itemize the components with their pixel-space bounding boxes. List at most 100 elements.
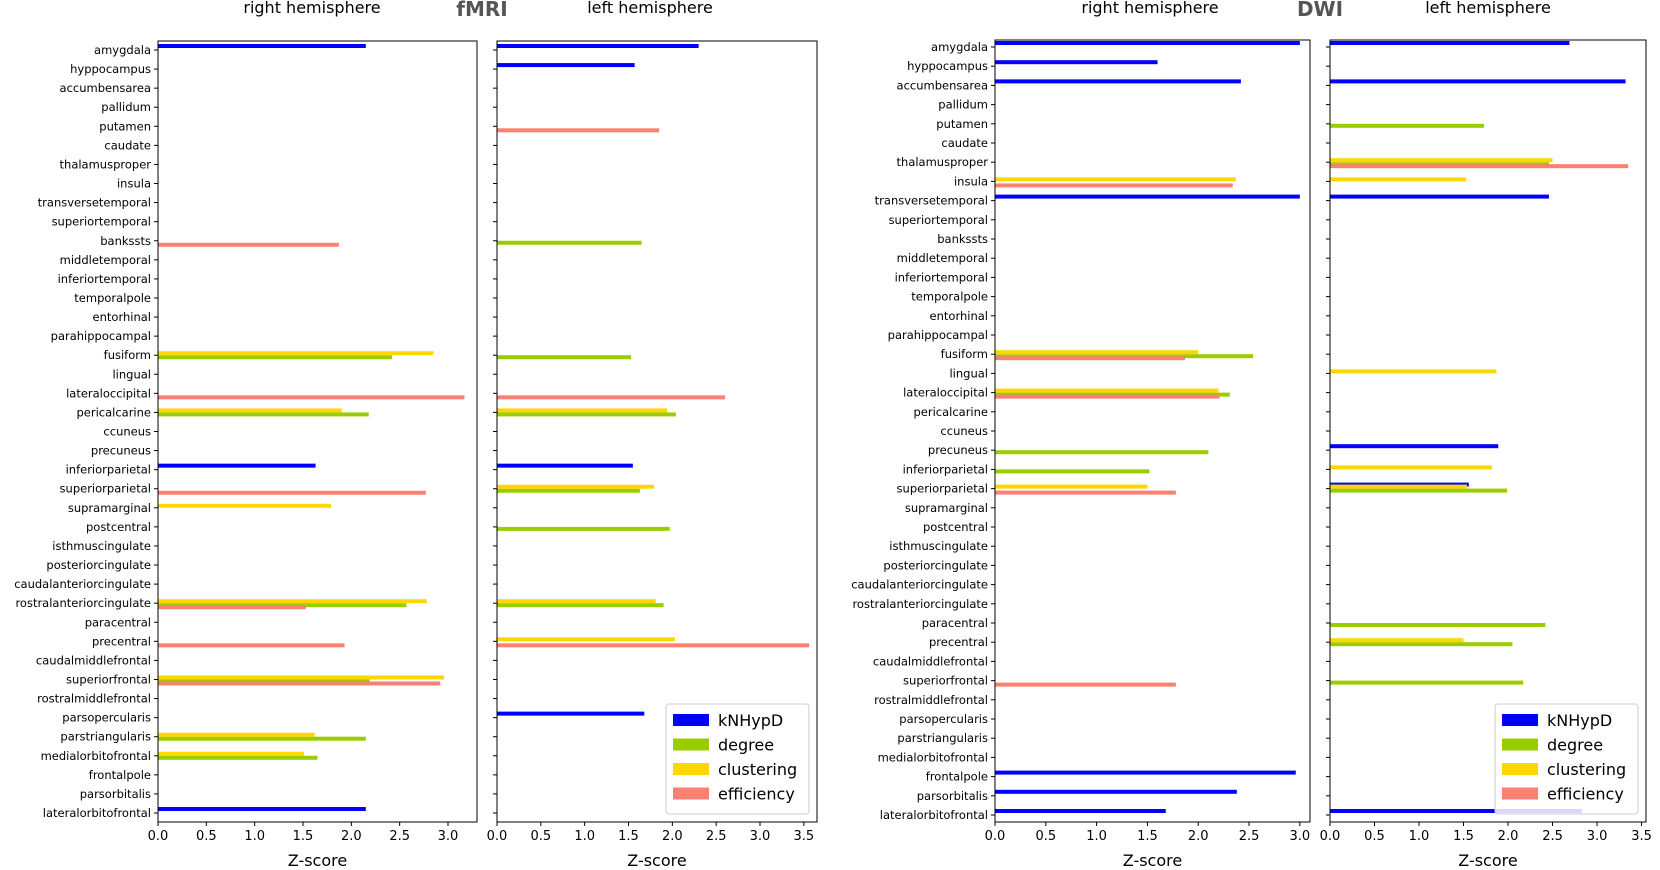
fmri-left-bar-efficiency-precentral xyxy=(497,643,810,648)
fmri-right-ylabel-isthmuscingulate: isthmuscingulate xyxy=(52,539,151,553)
fmri-right-ylabel-caudalanteriorcingulate: caudalanteriorcingulate xyxy=(14,577,151,591)
dwi-right-ylabel-thalamusproper: thalamusproper xyxy=(897,155,989,169)
fmri-right-ylabel-superiorfrontal: superiorfrontal xyxy=(66,672,151,686)
fmri-right-bar-clustering-medialorbitofrontal xyxy=(158,751,304,756)
dwi-right-ylabel-superiortemporal: superiortemporal xyxy=(889,213,988,227)
fmri-right-ylabel-medialorbitofrontal: medialorbitofrontal xyxy=(41,749,151,763)
fmri-right-bar-kNHypD-lateralorbitofrontal xyxy=(158,807,366,811)
fmri-right-xtick-label: 0.5 xyxy=(196,829,217,844)
dwi-right-ylabel-rostralanteriorcingulate: rostralanteriorcingulate xyxy=(852,597,988,611)
dwi-right-ylabel-ccuneus: ccuneus xyxy=(940,424,988,438)
fmri-right-ylabel-temporalpole: temporalpole xyxy=(74,291,151,305)
fmri-right-bar-efficiency-rostralanteriorcingulate xyxy=(158,605,306,610)
dwi-left-xtick-label: 0.5 xyxy=(1364,829,1385,844)
fmri-right-ylabel-caudate: caudate xyxy=(104,138,151,152)
fmri-left-xtick-label: 2.5 xyxy=(706,829,727,844)
dwi-left-bar-degree-paracentral xyxy=(1330,623,1546,627)
fmri-left-legend-label-efficiency: efficiency xyxy=(718,785,795,804)
dwi-right-ylabel-parstriangularis: parstriangularis xyxy=(897,731,988,745)
dwi-right-ylabel-entorhinal: entorhinal xyxy=(930,309,988,323)
dwi-right-ylabel-pericalcarine: pericalcarine xyxy=(913,405,988,419)
dwi-right-ylabel-precentral: precentral xyxy=(929,635,988,649)
dwi-right-ylabel-transversetemporal: transversetemporal xyxy=(875,194,988,208)
dwi-right-ylabel-temporalpole: temporalpole xyxy=(911,290,988,304)
fmri-right-ylabel-supramarginal: supramarginal xyxy=(68,501,151,515)
fmri-left-bar-efficiency-putamen xyxy=(497,128,660,133)
dwi-right-ylabel-superiorparietal: superiorparietal xyxy=(897,482,988,496)
fmri-right-bar-clustering-fusiform xyxy=(158,351,434,356)
fmri-right-ylabel-transversetemporal: transversetemporal xyxy=(38,196,151,210)
dwi-right-ylabel-caudalmiddlefrontal: caudalmiddlefrontal xyxy=(873,654,988,668)
fmri-right-ylabel-ccuneus: ccuneus xyxy=(103,425,151,439)
dwi-right-ylabel-amygdala: amygdala xyxy=(931,40,988,54)
dwi-right-bar-degree-inferiorparietal xyxy=(995,469,1150,474)
dwi-left-legend-label-clustering: clustering xyxy=(1547,760,1626,779)
dwi-right-ylabel-isthmuscingulate: isthmuscingulate xyxy=(889,539,988,553)
dwi-right-xtick-label: 2.5 xyxy=(1239,829,1260,844)
fmri-left-xtick-label: 3.0 xyxy=(750,829,771,844)
dwi-right-ylabel-accumbensarea: accumbensarea xyxy=(897,78,988,92)
fmri-right-ylabel-pallidum: pallidum xyxy=(101,100,151,114)
dwi-right-ylabel-lateralorbitofrontal: lateralorbitofrontal xyxy=(880,808,988,822)
fmri-left-bar-kNHypD-inferiorparietal xyxy=(497,463,633,468)
dwi-left-xtick-label: 3.0 xyxy=(1587,829,1608,844)
dwi-left-bar-clustering-lingual xyxy=(1330,369,1497,374)
dwi-left-xtick-label: 0.0 xyxy=(1320,829,1341,844)
fmri-right-bar-kNHypD-inferiorparietal xyxy=(158,463,316,468)
dwi-right-xlabel: Z-score xyxy=(1123,851,1182,870)
dwi-right-ylabel-postcentral: postcentral xyxy=(923,520,988,534)
dwi-right-ylabel-parsopercularis: parsopercularis xyxy=(899,712,988,726)
fmri-right-bar-efficiency-lateraloccipital xyxy=(158,395,465,400)
fmri-left-bar-degree-postcentral xyxy=(497,526,670,531)
dwi-left-xtick-label: 1.5 xyxy=(1453,829,1474,844)
fmri-left-legend-label-clustering: clustering xyxy=(718,760,797,779)
fmri-left-bar-degree-pericalcarine xyxy=(497,412,676,417)
dwi-right-panel: amygdala hyppocampus accumbensarea pallidum… xyxy=(851,39,1311,870)
fmri-left-bar-clustering-superiorparietal xyxy=(497,484,654,489)
dwi-right-bar-kNHypD-transversetemporal xyxy=(995,194,1300,199)
fmri-right-hemisphere-title: right hemisphere xyxy=(243,0,380,17)
fmri-right-bar-degree-medialorbitofrontal xyxy=(158,755,318,760)
dwi-right-hemisphere-title: right hemisphere xyxy=(1081,0,1218,17)
fmri-left-xlabel: Z-score xyxy=(627,851,686,870)
fmri-right-bar-clustering-parstriangularis xyxy=(158,732,315,737)
dwi-right-bar-kNHypD-accumbensarea xyxy=(995,79,1241,84)
fmri-right-ylabel-inferiorparietal: inferiorparietal xyxy=(66,463,151,477)
fmri-right-bar-efficiency-superiorparietal xyxy=(158,490,426,495)
dwi-left-bar-clustering-thalamusproper xyxy=(1330,158,1553,163)
dwi-left-axes-frame xyxy=(1329,39,1647,823)
dwi-left-bar-kNHypD-precuneus xyxy=(1330,444,1499,449)
fmri-left-panel: 0.0 0.5 1.0 1.5 2.0 2.5 3.0 3.5 Z-score kNHypD deg… xyxy=(487,40,818,870)
dwi-right-ylabel-parsorbitalis: parsorbitalis xyxy=(917,789,988,803)
dwi-right-ylabel-medialorbitofrontal: medialorbitofrontal xyxy=(878,750,988,764)
fmri-right-ylabel-pericalcarine: pericalcarine xyxy=(76,405,151,419)
dwi-left-bar-kNHypD-transversetemporal xyxy=(1330,194,1549,199)
dwi-right-bar-kNHypD-lateralorbitofrontal xyxy=(995,809,1166,813)
dwi-right-bar-kNHypD-parsorbitalis xyxy=(995,789,1237,794)
dwi-right-ylabel-pallidum: pallidum xyxy=(938,98,988,112)
fmri-right-bar-efficiency-superiorfrontal xyxy=(158,681,441,686)
dwi-right-ylabel-insula: insula xyxy=(954,174,988,188)
dwi-left-hemisphere-title: left hemisphere xyxy=(1425,0,1551,17)
dwi-left-legend-swatch-efficiency xyxy=(1502,787,1538,800)
fmri-left-bar-clustering-rostralanteriorcingulate xyxy=(497,599,656,604)
fmri-left-legend-swatch-kNHypD xyxy=(673,714,709,726)
fmri-left-legend-label-degree: degree xyxy=(718,736,774,755)
dwi-right-bar-clustering-fusiform xyxy=(995,350,1199,355)
fmri-left-xtick-label: 1.0 xyxy=(574,829,595,844)
fmri-left-bar-clustering-precentral xyxy=(497,637,675,642)
fmri-left-bar-kNHypD-hyppocampus xyxy=(497,63,635,68)
fmri-right-ylabel-inferiortemporal: inferiortemporal xyxy=(58,272,151,286)
fmri-left-xtick-label: 1.5 xyxy=(618,829,639,844)
fmri-left-bar-efficiency-lateraloccipital xyxy=(497,395,725,400)
fmri-right-ylabel-thalamusproper: thalamusproper xyxy=(60,157,152,171)
dwi-left-bar-kNHypD-lateralorbitofrontal xyxy=(1330,809,1582,813)
fmri-right-axes-frame xyxy=(157,40,478,823)
dwi-right-ylabel-inferiortemporal: inferiortemporal xyxy=(895,270,988,284)
dwi-right-ylabel-parahippocampal: parahippocampal xyxy=(888,328,988,342)
dwi-right-ylabel-rostralmiddlefrontal: rostralmiddlefrontal xyxy=(874,693,988,707)
fmri-right-ylabel-parstriangularis: parstriangularis xyxy=(60,730,151,744)
dwi-right-bar-clustering-lateraloccipital xyxy=(995,388,1219,393)
fmri-right-ylabel-accumbensarea: accumbensarea xyxy=(60,81,151,95)
